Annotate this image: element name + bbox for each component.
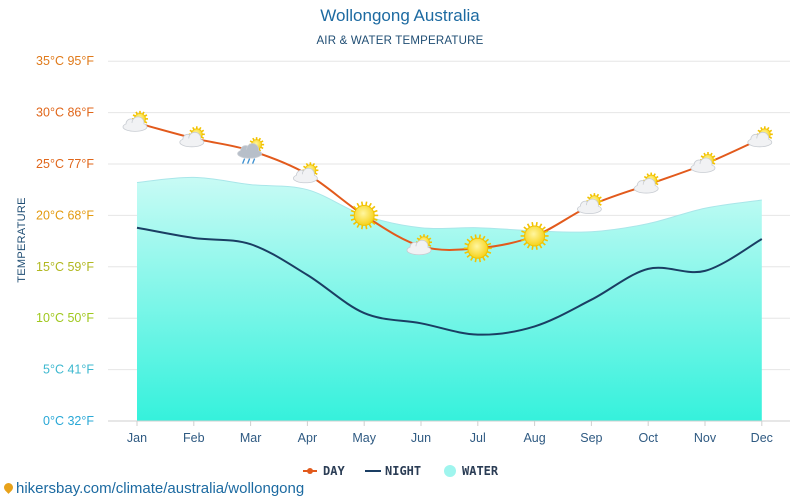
sun-cloud-icon [633,172,660,194]
x-tick-label-Apr: Apr [298,431,317,445]
location-pin-icon [2,481,15,494]
x-tick-label-Sep: Sep [580,431,602,445]
water-area-edge [136,176,762,233]
y-tick-label-5: 5°C 41°F [43,363,94,377]
water-area [137,177,762,421]
legend-water-dot-icon [444,465,456,477]
chart-subtitle: AIR & WATER TEMPERATURE [316,35,484,47]
water-area-layer [136,176,762,421]
chart-title: Wollongong Australia [320,6,480,25]
sun-cloud-icon [179,126,205,148]
x-tick-label-Mar: Mar [240,431,262,445]
sun-cloud-icon [577,193,603,215]
y-tick-label-30: 30°C 86°F [36,106,94,120]
y-tick-label-10: 10°C 50°F [36,311,94,325]
sun-cloud-icon [747,126,773,148]
night-line-layer [136,226,763,336]
sun-icon [520,222,549,250]
sun-cloud-icon [292,162,319,184]
source-link[interactable]: hikersbay.com/climate/australia/wollongo… [2,480,305,497]
y-axis-label: TEMPERATURE [16,197,28,283]
x-tick-label-Dec: Dec [751,431,773,445]
sun-icon [463,234,492,263]
x-tick-label-Oct: Oct [638,431,658,445]
legend-label-night: NIGHT [385,464,421,478]
legend-item-night[interactable]: NIGHT [365,464,421,478]
sun-icon [350,201,379,230]
y-tick-label-15: 15°C 59°F [36,260,94,274]
legend-label-water: WATER [462,464,499,478]
axis-layer: 0°C 32°F 5°C 41°F 10°C 50°F 15°C 59°F 20°C 6… [36,54,790,445]
y-tick-label-0: 0°C 32°F [43,414,94,428]
x-tick-label-May: May [352,431,376,445]
source-url: hikersbay.com/climate/australia/wollongo… [16,480,305,497]
x-tick-label-Jun: Jun [411,431,431,445]
legend-day-marker-icon [307,468,313,474]
y-tick-label-20: 20°C 68°F [36,208,94,222]
sun-cloud-icon [122,110,148,132]
legend-label-day: DAY [323,464,345,478]
sun-cloud-icon [406,234,432,256]
legend: DAY NIGHT WATER [303,464,499,478]
y-tick-label-25: 25°C 77°F [36,157,94,171]
x-tick-label-Nov: Nov [694,431,717,445]
x-tick-label-Jan: Jan [127,431,147,445]
x-tick-label-Jul: Jul [470,431,486,445]
legend-item-water[interactable]: WATER [444,464,499,478]
y-tick-label-35: 35°C 95°F [36,54,94,68]
sun-cloud-icon [690,152,716,173]
rain-cloud-icon [237,137,265,164]
x-tick-label-Feb: Feb [183,431,205,445]
x-tick-label-Aug: Aug [523,431,545,445]
weather-icon-layer [122,110,773,263]
legend-item-day[interactable]: DAY [303,464,345,478]
night-line [136,226,763,336]
